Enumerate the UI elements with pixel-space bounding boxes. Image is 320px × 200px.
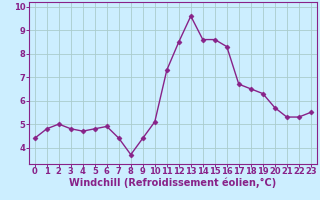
- X-axis label: Windchill (Refroidissement éolien,°C): Windchill (Refroidissement éolien,°C): [69, 178, 276, 188]
